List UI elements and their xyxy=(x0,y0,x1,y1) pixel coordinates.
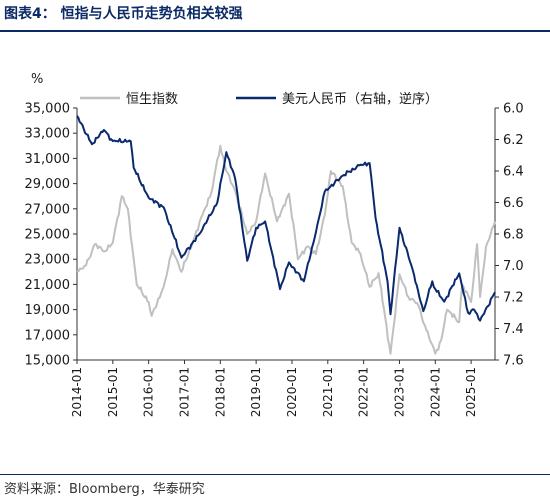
chart: % 15,000 17,000 19,000 21,000 23,000 25,000 27… xyxy=(25,72,524,417)
right-y-tick-label: 7.6 xyxy=(503,354,524,369)
plot-lines xyxy=(76,115,496,355)
x-tick-label: 2017-01 xyxy=(177,367,191,417)
x-tick-label: 2021-01 xyxy=(321,367,335,417)
legend: 恒生指数 美元人民币（右轴，逆序） xyxy=(80,91,438,107)
left-y-tick-label: 19,000 xyxy=(25,303,71,318)
x-tick-label: 2014-01 xyxy=(70,367,84,417)
right-y-tick-label: 6.6 xyxy=(503,196,524,211)
left-y-tick-label: 15,000 xyxy=(25,354,71,369)
cny-series-line xyxy=(76,115,496,322)
right-y-tick-label: 7.0 xyxy=(503,259,524,274)
legend-label-hsi: 恒生指数 xyxy=(126,92,178,107)
footer-divider xyxy=(0,474,550,475)
x-tick-label: 2019-01 xyxy=(249,367,263,417)
source-note: 资料来源：Bloomberg，华泰研究 xyxy=(4,482,205,497)
left-y-tick-label: 17,000 xyxy=(25,328,71,343)
x-tick-label: 2022-01 xyxy=(357,367,371,417)
x-tick-label: 2018-01 xyxy=(213,367,227,417)
title-bar: 图表4： 恒指与人民币走势负相关较强 xyxy=(0,0,550,26)
hsi-series-line xyxy=(76,144,496,355)
left-y-tick-label: 29,000 xyxy=(25,177,71,192)
right-y-tick-label: 6.8 xyxy=(503,228,524,243)
x-tick-label: 2020-01 xyxy=(285,367,299,417)
x-tick-label: 2023-01 xyxy=(392,367,406,417)
x-tick-label: 2015-01 xyxy=(106,367,120,417)
left-y-tick-label: 21,000 xyxy=(25,278,71,293)
left-y-tick-label: 25,000 xyxy=(25,228,71,243)
left-y-tick-label: 35,000 xyxy=(25,102,71,117)
left-y-tick-label: 23,000 xyxy=(25,253,71,268)
x-ticks: 2014-01 2015-01 2016-01 2017-01 2018-01 2019-… xyxy=(70,359,495,417)
right-y-tick-label: 6.4 xyxy=(503,165,524,180)
right-y-tick-label: 6.0 xyxy=(503,102,524,117)
left-y-tick-label: 31,000 xyxy=(25,152,71,167)
title-divider xyxy=(0,30,550,32)
x-tick-label: 2016-01 xyxy=(142,367,156,417)
legend-label-cny: 美元人民币（右轴，逆序） xyxy=(282,91,438,107)
left-y-ticks: 15,000 17,000 19,000 21,000 23,000 25,000 27,0… xyxy=(25,102,78,369)
left-y-tick-label: 27,000 xyxy=(25,202,71,217)
right-y-tick-label: 6.2 xyxy=(503,133,524,148)
page-title: 图表4： 恒指与人民币走势负相关较强 xyxy=(4,6,243,22)
x-tick-label: 2024-01 xyxy=(428,367,442,417)
right-y-tick-label: 7.4 xyxy=(503,322,524,337)
left-y-tick-label: 33,000 xyxy=(25,127,71,142)
right-y-tick-label: 7.2 xyxy=(503,291,524,306)
x-tick-label: 2025-01 xyxy=(464,367,478,417)
left-axis-unit: % xyxy=(31,72,43,87)
right-y-ticks: 6.0 6.2 6.4 6.6 6.8 7.0 7.2 7.4 7.6 xyxy=(494,102,524,369)
